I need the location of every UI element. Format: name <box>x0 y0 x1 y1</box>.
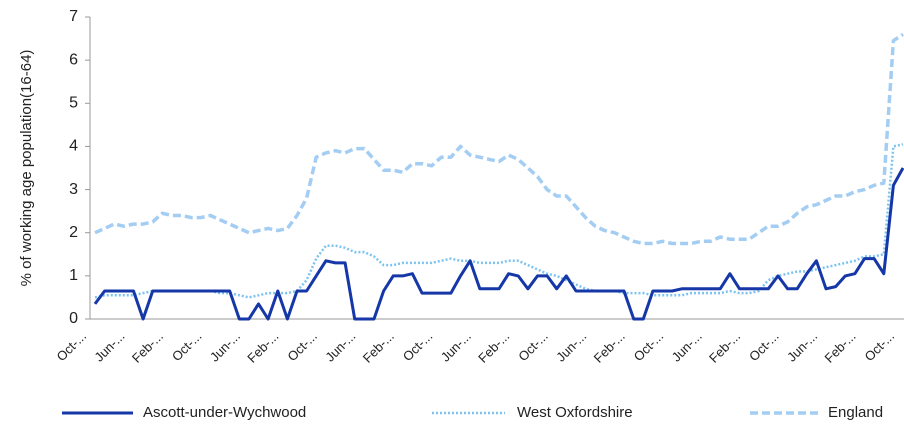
legend-label: Ascott-under-Wychwood <box>143 404 306 421</box>
y-tick-label: 0 <box>69 310 78 327</box>
y-axis-title: % of working age population(16-64) <box>18 50 35 287</box>
series-line <box>93 167 904 321</box>
x-tick-label: Jun-... <box>91 329 127 365</box>
y-tick-label: 6 <box>69 51 78 68</box>
x-tick-label: Jun-... <box>784 329 820 365</box>
x-tick-label: Feb-... <box>360 329 397 366</box>
x-tick-label: Jun-... <box>669 329 705 365</box>
x-tick-label: Feb-... <box>821 329 858 366</box>
legend-label: England <box>828 404 883 421</box>
y-tick-label: 7 <box>69 8 78 25</box>
y-tick-label: 2 <box>69 224 78 241</box>
y-tick-label: 3 <box>69 181 78 198</box>
x-tick-label: Jun-... <box>207 329 243 365</box>
x-tick-label: Jun-... <box>322 329 358 365</box>
x-tick-label: Oct-... <box>515 329 551 365</box>
x-tick-label: Feb-... <box>475 329 512 366</box>
y-tick-label: 4 <box>69 138 78 155</box>
x-tick-label: Jun-... <box>438 329 474 365</box>
x-tick-label: Feb-... <box>244 329 281 366</box>
x-tick-label: Oct-... <box>631 329 667 365</box>
x-tick-label: Jun-... <box>553 329 589 365</box>
series-line <box>94 143 904 299</box>
x-tick-label: Oct-... <box>284 329 320 365</box>
x-tick-label: Feb-... <box>591 329 628 366</box>
x-tick-label: Feb-... <box>706 329 743 366</box>
x-tick-label: Oct-... <box>861 329 897 365</box>
x-tick-label: Oct-... <box>169 329 205 365</box>
legend-label: West Oxfordshire <box>517 404 633 421</box>
x-tick-label: Oct-... <box>746 329 782 365</box>
x-tick-label: Oct-... <box>53 329 89 365</box>
x-tick-label: Oct-... <box>400 329 436 365</box>
x-tick-label: Feb-... <box>129 329 166 366</box>
series-line <box>94 32 904 246</box>
y-tick-label: 5 <box>69 95 78 112</box>
y-tick-label: 1 <box>69 267 78 284</box>
